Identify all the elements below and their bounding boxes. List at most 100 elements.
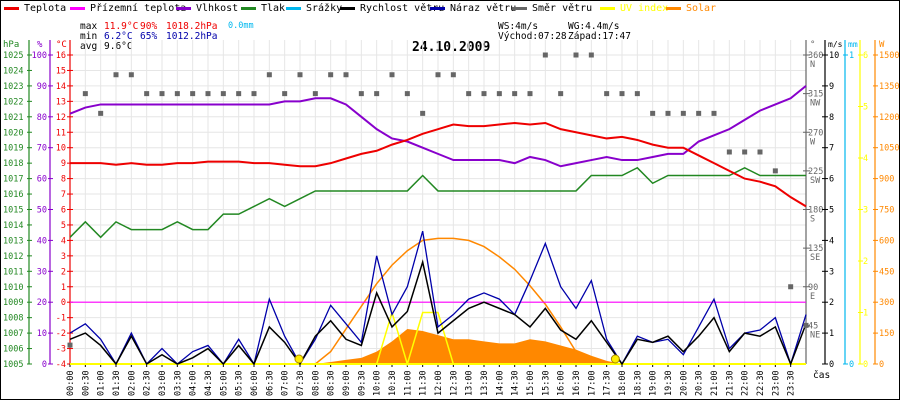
tick-label-time: 06:30 — [265, 370, 275, 396]
tick-label-humidity: 100 — [32, 51, 47, 61]
tick-label-wind: 0 — [829, 360, 834, 370]
tick-label-direction-compass: NW — [810, 99, 821, 109]
tick-label-time: 01:30 — [112, 370, 122, 396]
stat-min-press: 1012.2hPa — [166, 31, 218, 42]
tick-label-direction: 315 — [808, 90, 823, 100]
tick-label-temperature: 5 — [61, 221, 66, 231]
wind-direction-marker — [67, 342, 73, 348]
tick-label-time: 21:00 — [710, 370, 720, 396]
stat-max-press: 1018.2hPa — [166, 21, 218, 32]
tick-label-time: 09:00 — [342, 370, 352, 396]
series-pressure — [69, 166, 806, 239]
wind-direction-marker — [144, 91, 150, 97]
tick-label-time: 12:30 — [449, 370, 459, 396]
tick-label-temperature: -4 — [56, 360, 66, 370]
tick-label-time: 22:00 — [741, 370, 751, 396]
wind-direction-marker — [757, 149, 763, 155]
tick-label-temperature: 13 — [56, 97, 66, 107]
sunrise-marker — [294, 354, 304, 364]
tick-label-wind: 2 — [829, 298, 834, 308]
legend-item: Tlak — [241, 3, 285, 14]
tick-label-time: 16:30 — [572, 370, 582, 396]
legend-swatch — [666, 7, 681, 10]
axis-unit-direction: ° — [810, 40, 815, 50]
legend-item: Vlhkost — [176, 3, 238, 14]
wind-direction-marker — [772, 168, 778, 174]
tick-label-direction: 225 — [808, 167, 823, 177]
legend-item: Přízemní teplota — [70, 3, 186, 14]
tick-label-wind: 7 — [829, 144, 834, 154]
legend-swatch — [176, 7, 191, 10]
tick-label-time: 02:30 — [143, 370, 153, 396]
tick-label-time: 12:00 — [434, 370, 444, 396]
tick-label-pressure: 1019 — [3, 144, 23, 154]
tick-label-humidity: 40 — [37, 236, 47, 246]
legend-swatch — [600, 7, 615, 10]
series-wind-speed — [69, 259, 807, 367]
wind-direction-marker — [343, 72, 349, 78]
legend-item: Směr větru — [512, 3, 592, 14]
legend-label: Teplota — [24, 3, 67, 14]
wind-direction-marker — [527, 91, 533, 97]
legend-item: UV index — [600, 3, 668, 14]
axis-label-time: čas — [813, 370, 830, 381]
tick-label-humidity: 90 — [37, 82, 47, 92]
wind-direction-marker — [98, 110, 104, 116]
axis-unit-humidity: % — [37, 40, 43, 50]
tick-label-time: 16:00 — [557, 370, 567, 396]
stat-max-rain: 0.0mm — [228, 21, 254, 31]
wind-direction-marker — [680, 110, 686, 116]
tick-label-time: 22:30 — [756, 370, 766, 396]
tick-label-time: 07:00 — [281, 370, 291, 396]
tick-label-time: 10:30 — [388, 370, 398, 396]
tick-label-wind: 1 — [829, 329, 834, 339]
wind-direction-marker — [450, 72, 456, 78]
tick-label-humidity: 0 — [42, 360, 47, 370]
stat-avg-label: avg — [80, 41, 98, 52]
wind-direction-marker — [82, 91, 88, 97]
legend-swatch — [70, 7, 85, 10]
legend-label: Rychlost větru — [360, 3, 445, 14]
tick-label-pressure: 1011 — [3, 267, 23, 277]
tick-label-solar: 450 — [879, 267, 894, 277]
wind-direction-marker — [190, 91, 196, 97]
tick-label-temperature: 15 — [56, 66, 66, 76]
wind-direction-marker — [742, 149, 748, 155]
wind-direction-marker — [282, 91, 288, 97]
legend-item: Rychlost větru — [340, 3, 444, 14]
tick-label-solar: 300 — [879, 298, 894, 308]
stat-avg-temp: 9.6°C — [104, 41, 133, 52]
tick-label-pressure: 1007 — [3, 329, 23, 339]
tick-label-solar: 1350 — [879, 82, 899, 92]
legend-item: Náraz větru — [430, 3, 516, 14]
tick-label-wind: 5 — [829, 206, 834, 216]
legend-label: Směr větru — [532, 3, 593, 14]
tick-label-wind: 6 — [829, 175, 834, 185]
tick-label-temperature: 7 — [61, 190, 66, 200]
legend-swatch — [241, 7, 256, 10]
tick-label-rain: 1 — [849, 51, 854, 61]
wind-direction-marker — [389, 72, 395, 78]
tick-label-temperature: 3 — [61, 252, 66, 262]
tick-label-temperature: 11 — [56, 128, 66, 138]
wind-direction-marker — [650, 110, 656, 116]
series-humidity — [69, 85, 807, 168]
tick-label-time: 00:30 — [81, 370, 91, 396]
tick-label-temperature: 1 — [61, 283, 66, 293]
legend-swatch — [4, 7, 19, 10]
wind-direction-marker — [358, 91, 364, 97]
wind-direction-marker — [266, 72, 272, 78]
legend-swatch — [340, 7, 355, 10]
stat-wg: WG:4.4m/s — [568, 21, 620, 32]
stat-sunrise: Východ:07:28 — [498, 31, 567, 42]
tick-label-direction: 135 — [808, 244, 823, 254]
wind-direction-marker — [297, 72, 303, 78]
axis-unit-pressure: hPa — [3, 40, 19, 50]
tick-label-temperature: 16 — [56, 51, 66, 61]
tick-label-time: 02:00 — [127, 370, 137, 396]
tick-label-time: 14:00 — [495, 370, 505, 396]
tick-label-time: 11:00 — [403, 370, 413, 396]
tick-label-wind: 4 — [829, 236, 834, 246]
wind-direction-marker — [588, 52, 594, 58]
